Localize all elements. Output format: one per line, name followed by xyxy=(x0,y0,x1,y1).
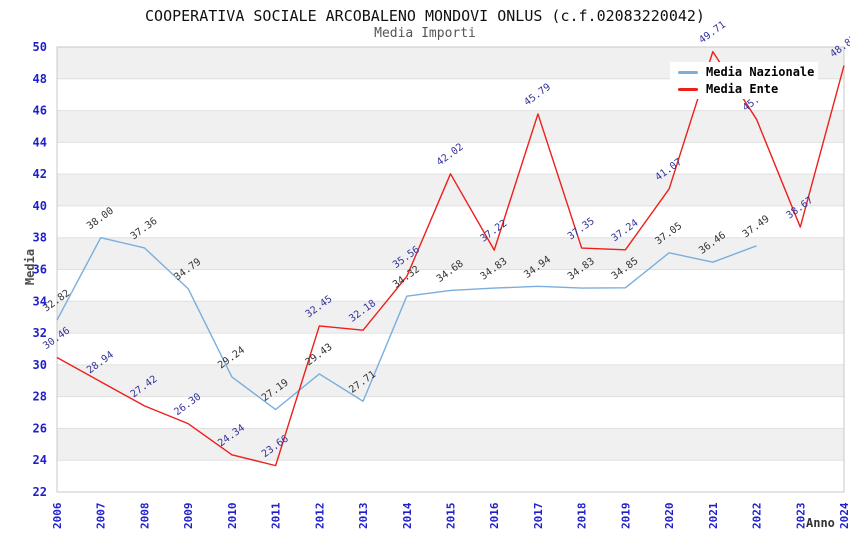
point-label-0: 38.00 xyxy=(85,206,116,233)
legend-label: Media Nazionale xyxy=(706,65,815,79)
x-tick-label: 2010 xyxy=(226,503,239,530)
x-tick-label: 2011 xyxy=(270,502,283,529)
y-tick-label: 28 xyxy=(33,390,47,404)
grid-band xyxy=(57,301,844,334)
grid-band xyxy=(57,428,844,461)
line-sample-icon xyxy=(678,70,698,74)
x-tick-label: 2022 xyxy=(751,503,764,530)
x-tick-label: 2006 xyxy=(51,502,64,529)
y-tick-label: 50 xyxy=(33,40,47,54)
x-tick-label: 2020 xyxy=(663,503,676,530)
y-tick-label: 44 xyxy=(33,135,47,149)
x-tick-label: 2019 xyxy=(619,503,632,530)
point-label-0: 37.49 xyxy=(741,214,772,241)
x-tick-label: 2014 xyxy=(401,502,414,529)
x-tick-label: 2024 xyxy=(838,502,850,529)
y-tick-label: 24 xyxy=(33,453,47,467)
x-tick-label: 2007 xyxy=(95,503,108,530)
x-tick-label: 2009 xyxy=(182,503,195,530)
x-tick-label: 2023 xyxy=(794,503,807,530)
y-tick-label: 46 xyxy=(33,104,47,118)
chart-legend: Media Nazionale Media Ente xyxy=(670,62,818,99)
x-tick-label: 2008 xyxy=(138,503,151,530)
point-label-1: 42.02 xyxy=(435,142,466,169)
point-label-1: 45.79 xyxy=(522,82,553,109)
y-tick-label: 42 xyxy=(33,167,47,181)
y-tick-label: 40 xyxy=(33,199,47,213)
plot-border xyxy=(56,46,845,493)
series-line-1 xyxy=(56,50,845,467)
point-label-0: 29.43 xyxy=(304,342,335,369)
y-tick-label: 26 xyxy=(33,421,47,435)
y-tick-label: 38 xyxy=(33,231,47,245)
y-axis-title: Media xyxy=(23,248,37,286)
y-tick-label: 22 xyxy=(33,485,47,499)
y-tick-label: 32 xyxy=(33,326,47,340)
series-line-0 xyxy=(56,237,757,411)
grid-band xyxy=(57,237,844,270)
x-tick-label: 2021 xyxy=(707,502,720,529)
x-tick-label: 2015 xyxy=(445,503,458,530)
legend-item-media-nazionale: Media Nazionale xyxy=(670,65,818,79)
grid-band xyxy=(57,364,844,397)
x-tick-label: 2018 xyxy=(576,503,589,530)
y-tick-label: 48 xyxy=(33,72,47,86)
chart-subtitle: Media Importi xyxy=(374,26,476,41)
x-tick-label: 2016 xyxy=(488,502,501,529)
grid-band xyxy=(57,110,844,143)
legend-label: Media Ente xyxy=(706,82,779,96)
x-axis-title: Anno xyxy=(806,516,835,530)
y-tick-label: 34 xyxy=(33,294,47,308)
grid-band xyxy=(57,174,844,206)
y-tick-label: 36 xyxy=(33,263,47,277)
x-tick-label: 2017 xyxy=(532,503,545,530)
line-sample-icon xyxy=(678,87,698,91)
x-tick-label: 2012 xyxy=(313,503,326,530)
y-tick-label: 30 xyxy=(33,358,47,372)
legend-item-media-ente: Media Ente xyxy=(670,82,818,96)
chart-title: COOPERATIVA SOCIALE ARCOBALENO MONDOVI O… xyxy=(145,7,705,25)
x-tick-label: 2013 xyxy=(357,503,370,530)
